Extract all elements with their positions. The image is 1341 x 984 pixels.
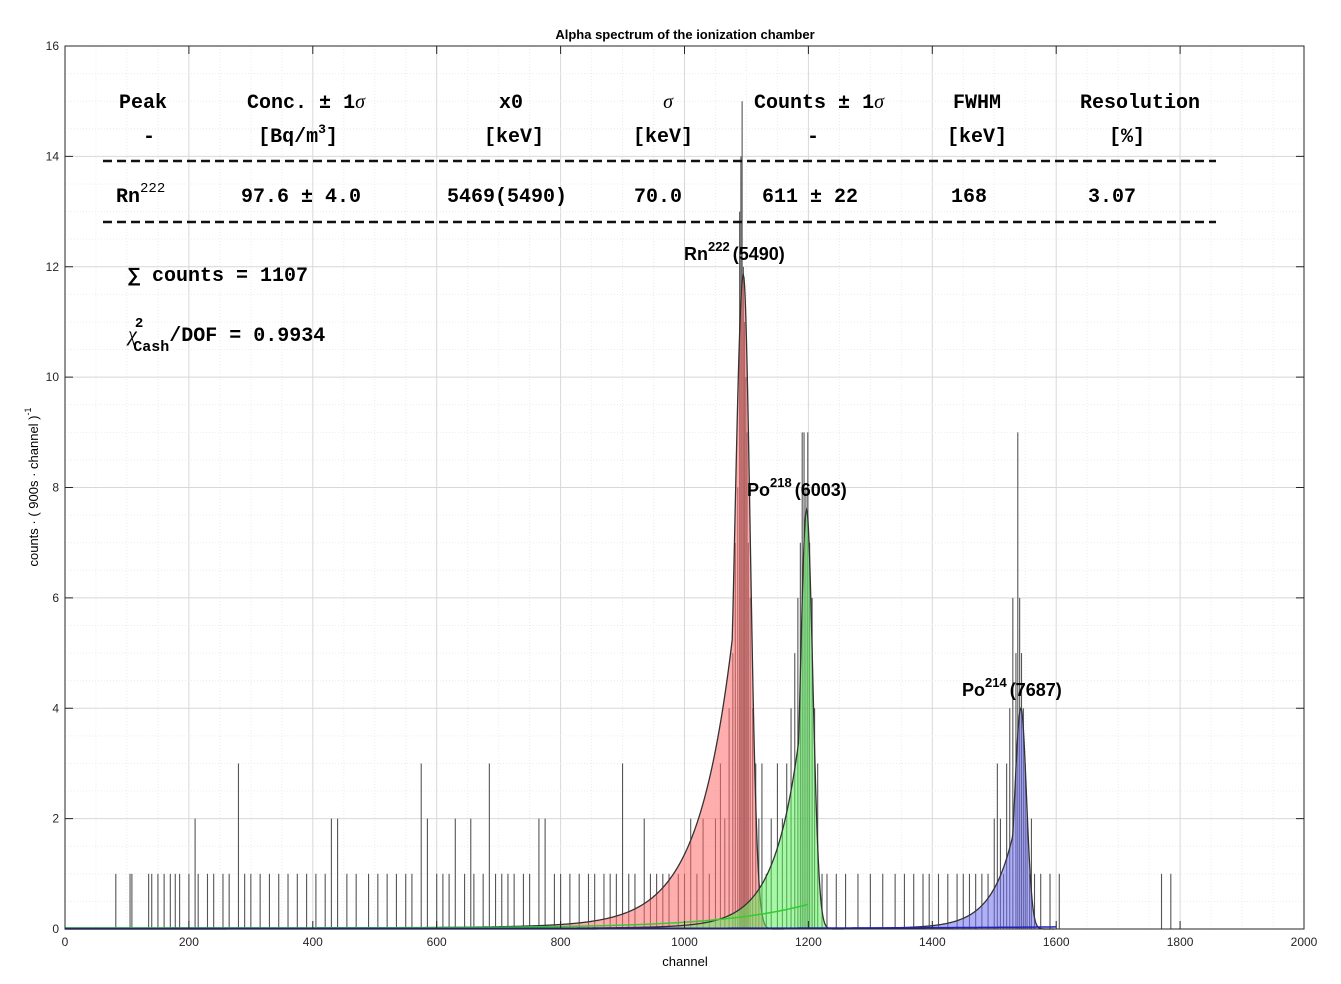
y-tick-label: 2 (52, 812, 59, 826)
y-tick-label: 10 (46, 370, 60, 384)
peak-label-rn222: Rn222 (5490) (684, 239, 785, 264)
y-tick-label: 4 (52, 701, 59, 715)
x-tick-label: 1000 (671, 935, 698, 949)
x-tick-label: 1200 (795, 935, 822, 949)
y-tick-label: 16 (46, 39, 60, 53)
x-tick-label: 1800 (1167, 935, 1194, 949)
y-tick-label: 14 (46, 149, 60, 163)
fit-area-rn222 (65, 275, 785, 929)
table-header-x0: x0 (499, 92, 523, 115)
axis-ticks: 0 200 400 600 800 1000 1200 1400 1600 1800 2000 0 2 4… (46, 39, 1318, 949)
table-row-peak: Rn222 (116, 181, 165, 209)
table-row-conc: 97.6 ± 4.0 (241, 186, 361, 209)
x-tick-label: 2000 (1291, 935, 1318, 949)
x-axis-label: channel (662, 954, 708, 969)
y-tick-label: 0 (52, 922, 59, 936)
sum-counts-text: ∑ counts = 1107 (128, 265, 308, 288)
table-header-fwhm: FWHM (953, 92, 1001, 115)
x-tick-label: 1400 (919, 935, 946, 949)
results-table: Peak Conc. ± 1σ x0 σ Counts ± 1σ FWHM Re… (103, 91, 1216, 224)
y-tick-label: 8 (52, 481, 59, 495)
table-header-resolution: Resolution (1080, 92, 1200, 115)
peak-label-po218: Po218 (6003) (747, 475, 847, 500)
table-unit-resolution: [%] (1109, 126, 1145, 149)
x-tick-label: 800 (551, 935, 571, 949)
chi-square-text: χ2 Cash/DOF = 0.9934 (126, 316, 325, 356)
chart-title: Alpha spectrum of the ionization chamber (555, 27, 814, 42)
y-tick-label: 12 (46, 260, 60, 274)
table-unit-peak: - (143, 126, 155, 149)
x-tick-label: 1600 (1043, 935, 1070, 949)
y-tick-label: 6 (52, 591, 59, 605)
peak-label-po214: Po214 (7687) (962, 675, 1062, 700)
table-unit-sigma: [keV] (633, 126, 693, 149)
table-header-counts: Counts ± 1σ (754, 91, 885, 115)
table-header-sigma: σ (663, 91, 674, 113)
table-row-resolution: 3.07 (1088, 186, 1136, 209)
table-header-conc: Conc. ± 1σ (247, 91, 366, 115)
table-row-sigma: 70.0 (634, 186, 682, 209)
y-axis-label: counts · ( 900s · channel )-1 (23, 407, 41, 566)
fit-area-po218 (65, 509, 844, 929)
grid-lines (64, 45, 1305, 930)
table-unit-conc: [Bq/m3] (258, 122, 338, 149)
table-row-counts: 611 ± 22 (762, 186, 858, 209)
table-row-x0: 5469(5490) (447, 186, 567, 209)
table-row-fwhm: 168 (951, 186, 987, 209)
x-tick-label: 600 (427, 935, 447, 949)
x-tick-label: 0 (62, 935, 69, 949)
table-unit-counts: - (807, 126, 819, 149)
x-tick-label: 400 (303, 935, 323, 949)
table-header-peak: Peak (119, 92, 167, 115)
x-tick-label: 200 (179, 935, 199, 949)
table-unit-x0: [keV] (484, 126, 544, 149)
table-unit-fwhm: [keV] (947, 126, 1007, 149)
